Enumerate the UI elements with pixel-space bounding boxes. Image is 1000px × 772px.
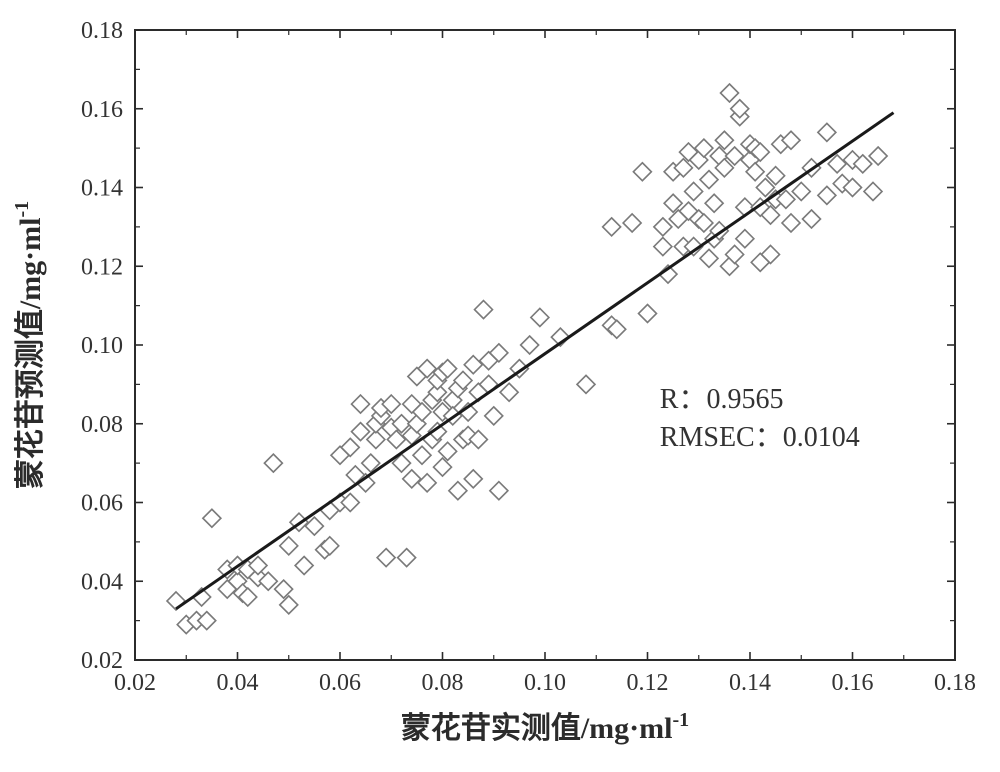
data-point xyxy=(705,194,723,212)
data-point xyxy=(352,395,370,413)
data-point xyxy=(403,470,421,488)
x-tick-label: 0.14 xyxy=(729,670,771,696)
data-point xyxy=(490,482,508,500)
y-tick-label: 0.08 xyxy=(81,412,123,438)
data-point xyxy=(721,84,739,102)
x-tick-label: 0.06 xyxy=(319,670,361,696)
data-point xyxy=(782,214,800,232)
data-point xyxy=(654,218,672,236)
data-point xyxy=(264,454,282,472)
data-point xyxy=(603,218,621,236)
y-tick-label: 0.18 xyxy=(81,18,123,44)
data-point xyxy=(577,375,595,393)
data-point xyxy=(685,182,703,200)
x-axis-title: 蒙花苷实测值/mg·ml-1 xyxy=(401,709,689,745)
data-point xyxy=(700,171,718,189)
data-point xyxy=(198,612,216,630)
data-point xyxy=(413,446,431,464)
data-point xyxy=(864,182,882,200)
data-point xyxy=(818,186,836,204)
data-point xyxy=(464,470,482,488)
data-point xyxy=(352,423,370,441)
data-point xyxy=(664,194,682,212)
x-tick-label: 0.04 xyxy=(217,670,259,696)
data-point xyxy=(521,336,539,354)
data-point xyxy=(531,308,549,326)
data-point xyxy=(280,537,298,555)
data-point xyxy=(377,549,395,567)
data-point xyxy=(803,210,821,228)
x-tick-label: 0.18 xyxy=(934,670,976,696)
chart-svg: 0.020.040.060.080.100.120.140.160.180.02… xyxy=(0,0,1000,772)
data-point xyxy=(341,494,359,512)
data-point xyxy=(485,407,503,425)
data-point xyxy=(305,517,323,535)
y-tick-label: 0.14 xyxy=(81,176,123,202)
y-tick-label: 0.16 xyxy=(81,97,123,123)
y-tick-label: 0.04 xyxy=(81,569,123,595)
regression-line xyxy=(176,113,894,609)
stat-r: R：0.9565 xyxy=(660,384,784,415)
data-point xyxy=(633,163,651,181)
y-tick-label: 0.06 xyxy=(81,491,123,517)
stat-rmsec: RMSEC：0.0104 xyxy=(660,422,860,453)
x-tick-label: 0.08 xyxy=(422,670,464,696)
data-point xyxy=(818,123,836,141)
x-tick-label: 0.10 xyxy=(524,670,566,696)
data-point xyxy=(439,442,457,460)
y-tick-label: 0.10 xyxy=(81,333,123,359)
data-point xyxy=(654,238,672,256)
data-point xyxy=(280,596,298,614)
data-point xyxy=(203,509,221,527)
data-point xyxy=(398,549,416,567)
data-point xyxy=(449,482,467,500)
y-tick-label: 0.12 xyxy=(81,254,123,280)
data-point xyxy=(418,474,436,492)
data-point xyxy=(295,557,313,575)
y-tick-label: 0.02 xyxy=(81,648,123,674)
data-point xyxy=(500,383,518,401)
data-point xyxy=(623,214,641,232)
data-point xyxy=(715,131,733,149)
y-axis-title: 蒙花苷预测值/mg·ml-1 xyxy=(11,201,47,489)
data-point xyxy=(434,458,452,476)
data-group xyxy=(167,84,894,634)
data-point xyxy=(869,147,887,165)
data-point xyxy=(792,182,810,200)
x-tick-label: 0.16 xyxy=(832,670,874,696)
data-point xyxy=(464,356,482,374)
scatter-chart: 0.020.040.060.080.100.120.140.160.180.02… xyxy=(0,0,1000,772)
data-point xyxy=(275,580,293,598)
data-point xyxy=(700,249,718,267)
data-point xyxy=(736,230,754,248)
data-point xyxy=(475,301,493,319)
data-point xyxy=(639,305,657,323)
x-tick-label: 0.12 xyxy=(627,670,669,696)
